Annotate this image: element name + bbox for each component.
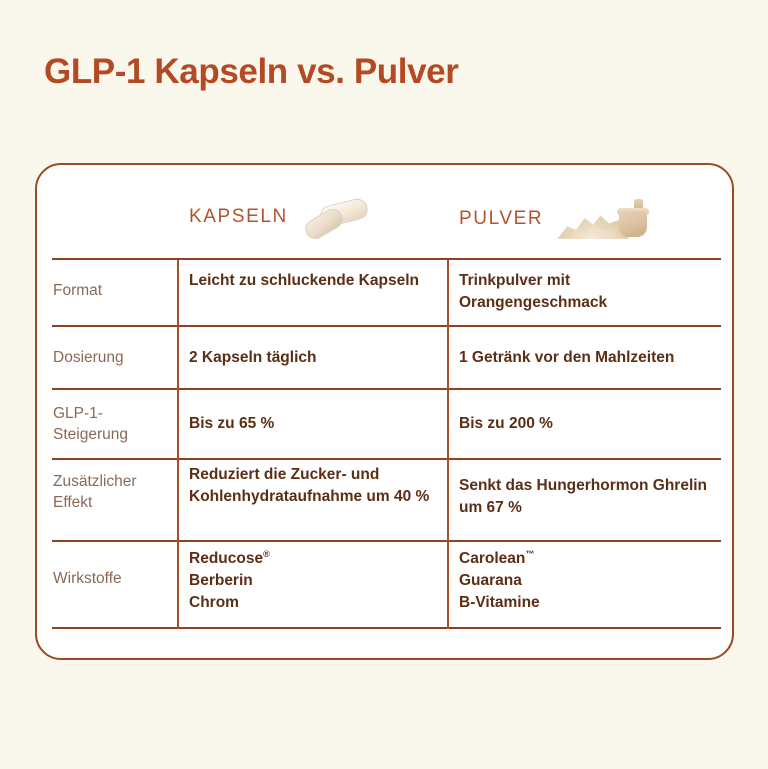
row-value-kapseln: Bis zu 65 % xyxy=(189,415,275,432)
ingredient-item: B-Vitamine xyxy=(459,594,540,612)
powder-scoop-icon xyxy=(557,197,650,241)
column-header-pulver-label: PULVER xyxy=(459,208,544,229)
row-separator xyxy=(52,458,721,460)
row-value-kapseln: Leicht zu schluckende Kapseln xyxy=(189,272,419,289)
row-value-pulver: Carolean™ Guarana B-Vitamine xyxy=(459,548,721,614)
row-value-kapseln: 2 Kapseln täglich xyxy=(189,349,317,366)
row-separator xyxy=(52,388,721,390)
row-label: GLP-1-Steigerung xyxy=(53,405,128,444)
row-separator xyxy=(52,258,721,260)
column-header-kapseln-label: KAPSELN xyxy=(189,206,288,227)
page-title: GLP-1 Kapseln vs. Pulver xyxy=(44,52,459,91)
row-separator xyxy=(52,325,721,327)
row-value-pulver: 1 Getränk vor den Mahlzeiten xyxy=(459,349,675,366)
capsules-icon xyxy=(301,196,372,243)
column-header-kapseln: KAPSELN xyxy=(189,196,372,243)
column-separator xyxy=(177,260,179,629)
row-label: Zusätzlicher Effekt xyxy=(53,473,137,512)
row-separator xyxy=(52,540,721,542)
ingredient-item: Guarana xyxy=(459,572,522,590)
row-label: Dosierung xyxy=(53,349,124,366)
row-value-pulver: Trinkpulver mit Orangengeschmack xyxy=(459,272,608,311)
column-header-pulver: PULVER xyxy=(459,197,650,241)
row-value-pulver: Senkt das Hungerhormon Ghrelin um 67 % xyxy=(459,477,708,516)
column-separator xyxy=(447,260,449,629)
row-label: Format xyxy=(53,282,103,299)
row-value-kapseln: Reducose® Berberin Chrom xyxy=(189,548,439,614)
row-separator xyxy=(52,627,721,629)
row-value-kapseln: Reduziert die Zucker- und Kohlenhydratau… xyxy=(189,466,430,505)
comparison-card: KAPSELN PULVER For xyxy=(35,163,734,660)
row-value-pulver: Bis zu 200 % xyxy=(459,415,553,432)
ingredient-item: Chrom xyxy=(189,594,239,612)
ingredient-item: Berberin xyxy=(189,572,253,590)
ingredient-item: Reducose® xyxy=(189,549,270,568)
ingredient-item: Carolean™ xyxy=(459,549,535,568)
row-label: Wirkstoffe xyxy=(53,570,122,587)
